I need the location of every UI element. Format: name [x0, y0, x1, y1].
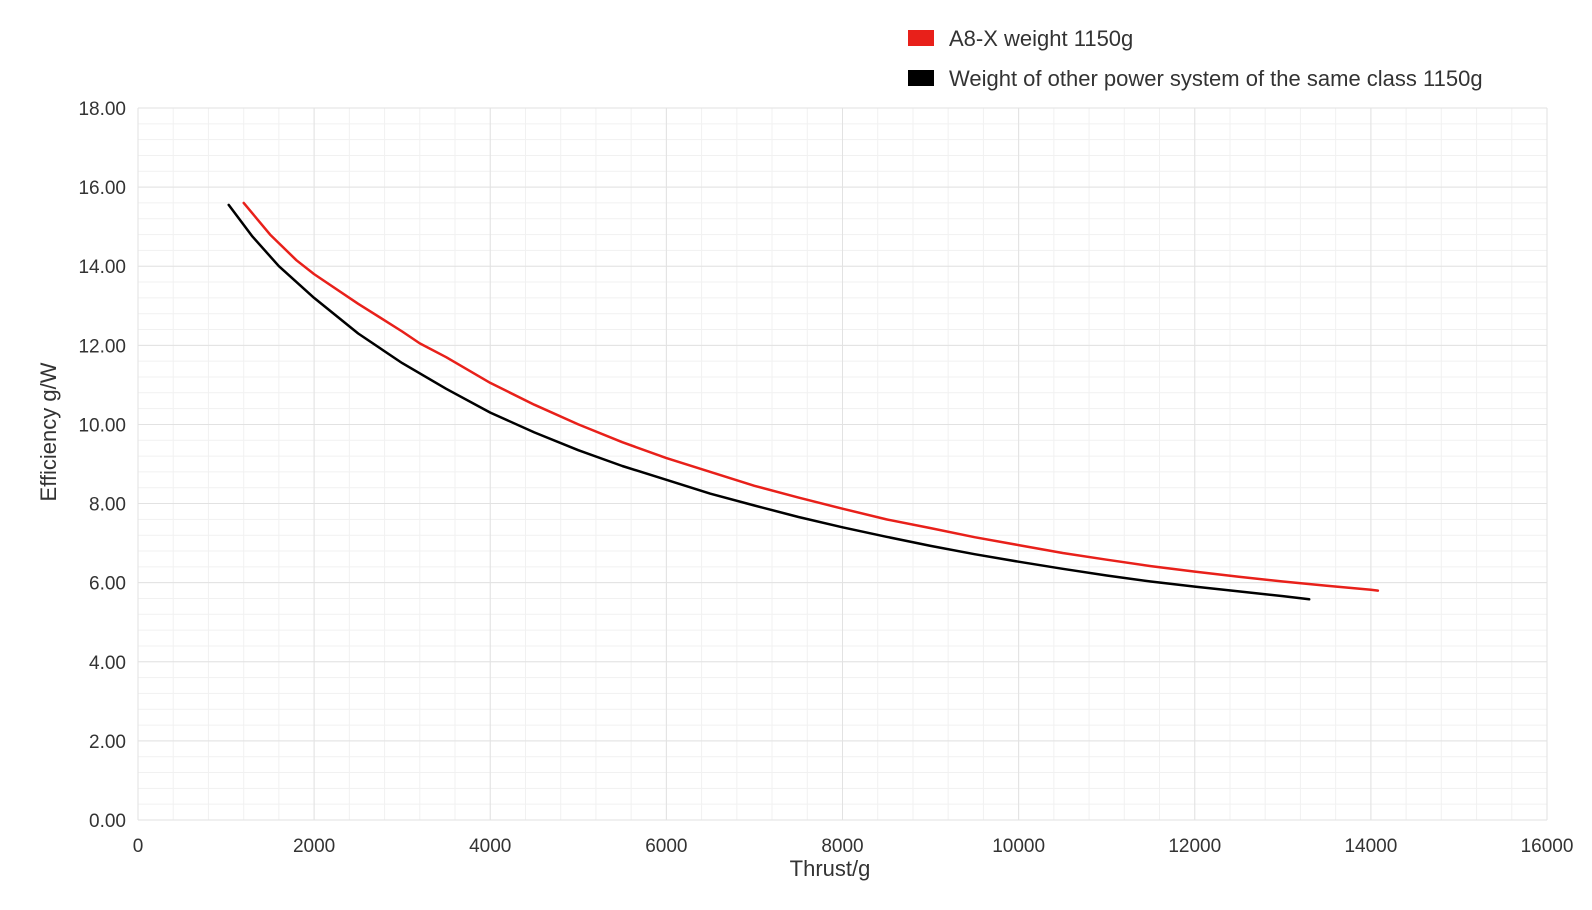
legend-label-1: A8-X weight 1150g — [949, 26, 1133, 51]
grid-major — [137, 107, 1548, 821]
y-tick-label: 8.00 — [89, 495, 126, 516]
x-axis-title: Thrust/g — [790, 856, 871, 881]
y-tick-label: 12.00 — [78, 336, 126, 357]
y-tick-label: 0.00 — [89, 811, 126, 832]
series-line-2 — [227, 203, 1311, 601]
y-tick-label: 18.00 — [78, 99, 126, 120]
x-tick-label: 0 — [133, 836, 144, 857]
x-tick-label: 6000 — [645, 836, 687, 857]
x-tick-label: 12000 — [1168, 836, 1221, 857]
x-tick-label: 10000 — [992, 836, 1045, 857]
x-tick-label: 2000 — [293, 836, 335, 857]
legend: A8-X weight 1150g Weight of other power s… — [908, 26, 1483, 91]
x-tick-label: 14000 — [1344, 836, 1397, 857]
series-line-1 — [242, 201, 1380, 592]
x-axis-ticks: 0 2000 4000 6000 8000 10000 12000 14000 16000 — [133, 836, 1574, 857]
y-axis-ticks: 0.00 2.00 4.00 6.00 8.00 10.00 12.00 14.00 16.00… — [78, 99, 126, 832]
y-tick-label: 2.00 — [89, 732, 126, 753]
y-tick-label: 14.00 — [78, 257, 126, 278]
y-tick-label: 6.00 — [89, 574, 126, 595]
x-tick-label: 16000 — [1521, 836, 1574, 857]
x-tick-label: 4000 — [469, 836, 511, 857]
y-tick-label: 16.00 — [78, 178, 126, 199]
legend-swatch-1 — [908, 30, 934, 46]
x-tick-label: 8000 — [821, 836, 863, 857]
y-tick-label: 10.00 — [78, 415, 126, 436]
series-lines — [227, 201, 1380, 601]
y-tick-label: 4.00 — [89, 653, 126, 674]
legend-label-2: Weight of other power system of the same… — [949, 66, 1483, 91]
y-axis-title: Efficiency g/W — [36, 362, 61, 501]
legend-swatch-2 — [908, 70, 934, 86]
